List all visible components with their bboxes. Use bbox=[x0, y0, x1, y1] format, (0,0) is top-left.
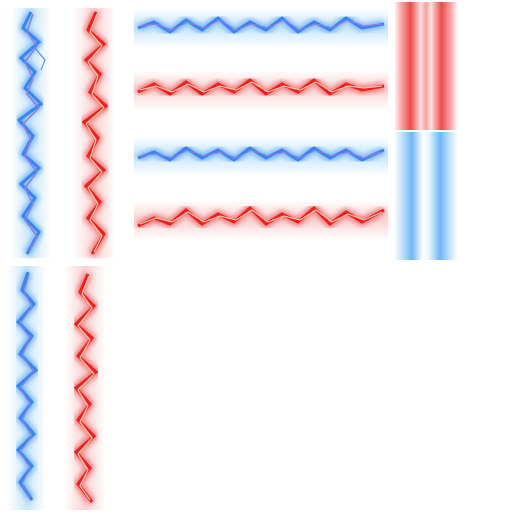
lightning-horizontal-red-top bbox=[134, 66, 388, 114]
lightning-vertical-blue-large bbox=[5, 8, 57, 258]
lightning-horizontal-blue-top bbox=[134, 4, 388, 52]
lightning-horizontal-red-bottom bbox=[134, 196, 388, 244]
lightning-vertical-red-small bbox=[58, 266, 112, 510]
lightning-vertical-red-large bbox=[68, 8, 122, 258]
glow-beam-blue bbox=[394, 132, 458, 260]
lightning-horizontal-blue-bottom bbox=[134, 132, 388, 180]
lightning-vertical-blue-small bbox=[2, 266, 52, 510]
glow-beam-red bbox=[394, 2, 458, 130]
